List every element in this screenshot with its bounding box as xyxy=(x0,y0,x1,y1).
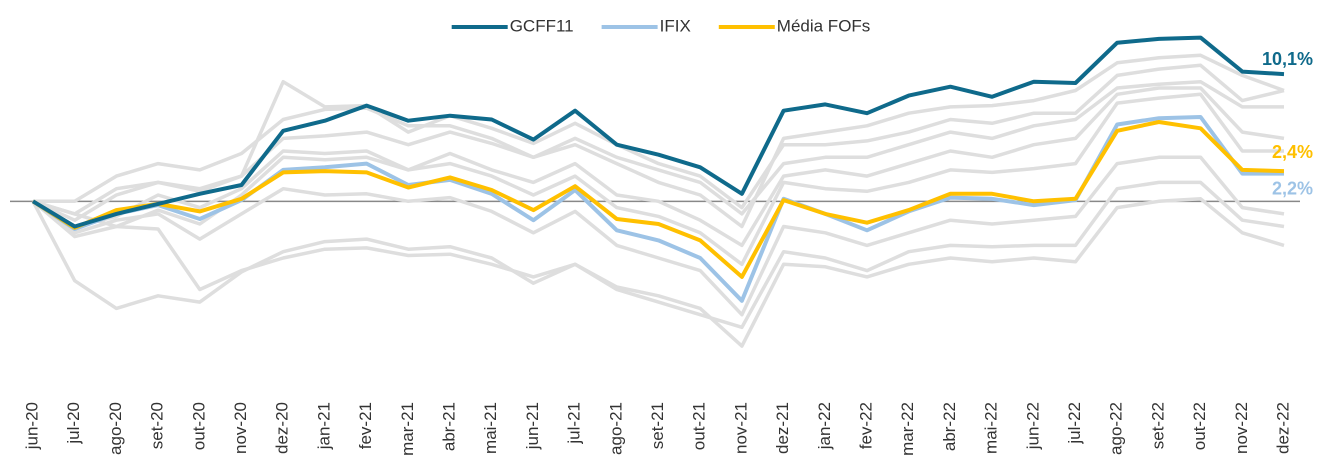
legend-label: GCFF11 xyxy=(510,16,574,35)
x-tick-label: jan-22 xyxy=(815,402,834,450)
x-tick-label: out-20 xyxy=(189,402,208,450)
series-line xyxy=(31,115,1284,303)
legend-label: IFIX xyxy=(660,16,691,35)
peer-line xyxy=(31,197,1285,348)
end-label: 2,4% xyxy=(1272,142,1313,162)
x-tick-label: abr-22 xyxy=(940,402,959,451)
x-tick-label: mai-21 xyxy=(481,402,500,454)
x-tick-label: ago-20 xyxy=(106,402,125,455)
legend-label: Média FOFs xyxy=(777,16,871,35)
x-tick-label: abr-21 xyxy=(439,402,458,451)
peer-line xyxy=(31,92,1284,267)
x-tick-label: mar-21 xyxy=(398,402,417,456)
x-tick-label: ago-21 xyxy=(606,402,625,455)
x-tick-label: jul-21 xyxy=(565,402,584,445)
x-tick-label: dez-20 xyxy=(273,402,292,454)
peer-line xyxy=(32,79,1284,222)
peer-line xyxy=(32,180,1285,330)
x-tick-label: set-22 xyxy=(1148,402,1167,449)
end-label: 10,1% xyxy=(1262,49,1313,69)
x-tick-label: out-21 xyxy=(690,402,709,450)
end-label: 2,2% xyxy=(1272,178,1313,198)
x-tick-label: jul-20 xyxy=(64,402,83,445)
x-tick-label: ago-22 xyxy=(1107,402,1126,455)
x-tick-label: jun-21 xyxy=(523,402,542,450)
x-tick-label: out-22 xyxy=(1190,402,1209,450)
series-line xyxy=(31,120,1285,279)
x-tick-label: nov-22 xyxy=(1232,402,1251,454)
x-tick-label: dez-22 xyxy=(1273,402,1292,454)
x-tick-label: mar-22 xyxy=(898,402,917,456)
peer-line xyxy=(32,86,1285,248)
peer-line xyxy=(33,53,1285,229)
x-tick-label: set-20 xyxy=(148,402,167,449)
x-tick-label: nov-21 xyxy=(731,402,750,454)
x-tick-label: jun-20 xyxy=(22,402,41,450)
x-tick-label: fev-21 xyxy=(356,402,375,449)
x-tick-label: jul-22 xyxy=(1065,402,1084,445)
x-tick-label: jan-21 xyxy=(314,402,333,450)
x-tick-label: fev-22 xyxy=(856,402,875,449)
x-tick-label: mai-22 xyxy=(982,402,1001,454)
x-tick-label: jun-22 xyxy=(1023,402,1042,450)
peer-line xyxy=(31,155,1285,317)
x-tick-label: nov-20 xyxy=(231,402,250,454)
series-line xyxy=(31,35,1285,229)
x-tick-label: dez-21 xyxy=(773,402,792,454)
x-tick-label: set-21 xyxy=(648,402,667,449)
